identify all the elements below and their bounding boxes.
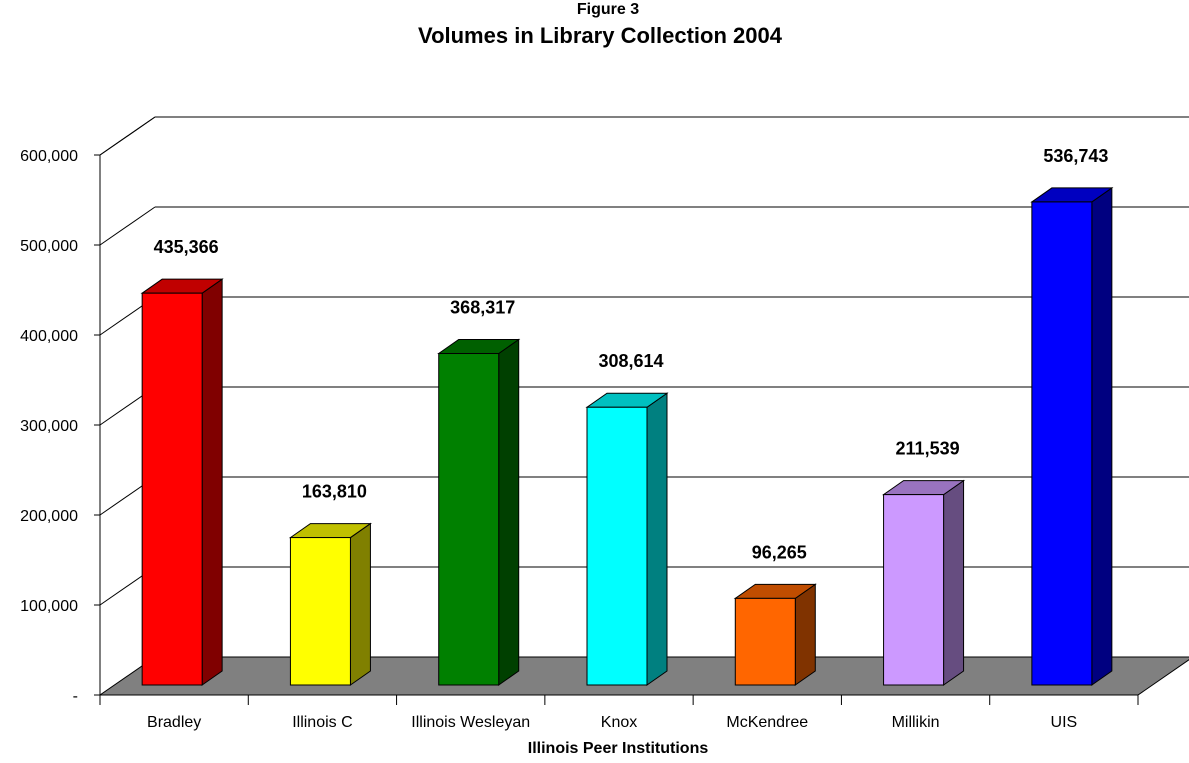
bar-illinois-c xyxy=(288,522,373,686)
bar-side xyxy=(201,278,223,686)
bar-side xyxy=(943,479,965,686)
data-label: 163,810 xyxy=(302,482,367,502)
x-tick-label: McKendree xyxy=(726,714,808,731)
bar-bradley xyxy=(140,278,224,686)
gridline-side xyxy=(99,206,156,246)
bar-front xyxy=(438,353,500,686)
bar-side xyxy=(498,338,520,686)
x-tick-label: UIS xyxy=(1051,714,1078,731)
bar-front xyxy=(1031,201,1093,686)
y-tick-label: 200,000 xyxy=(20,508,78,525)
bar-side xyxy=(794,583,816,686)
data-label: 96,265 xyxy=(752,542,807,562)
y-tick-label: 300,000 xyxy=(20,418,78,435)
y-tick-label: 500,000 xyxy=(20,238,78,255)
bar-knox xyxy=(585,392,669,686)
data-label: 211,539 xyxy=(896,439,960,459)
data-label: 435,366 xyxy=(154,237,219,257)
gridline-side xyxy=(99,116,156,156)
bar-side xyxy=(349,522,371,686)
bar-side xyxy=(1091,186,1113,686)
data-label: 536,743 xyxy=(1043,146,1108,166)
x-tick-label: Bradley xyxy=(147,714,201,731)
bar-front xyxy=(883,494,945,686)
figure-label: Figure 3 xyxy=(577,1,639,18)
y-tick-label: 100,000 xyxy=(20,598,78,615)
bar-mckendree xyxy=(733,583,817,686)
y-tick-label: - xyxy=(73,688,78,705)
chart-title: Volumes in Library Collection 2004 xyxy=(418,23,783,48)
y-tick-label: 600,000 xyxy=(20,148,78,165)
data-label: 368,317 xyxy=(450,298,515,318)
bar-front xyxy=(289,537,351,686)
bar-front xyxy=(141,292,203,686)
y-tick-label: 400,000 xyxy=(20,328,78,345)
x-tick-label: Millikin xyxy=(892,714,940,731)
x-axis-title: Illinois Peer Institutions xyxy=(528,740,709,757)
x-tick-label: Illinois Wesleyan xyxy=(411,714,530,731)
bar-front xyxy=(586,406,648,686)
x-tick-label: Knox xyxy=(601,714,637,731)
data-labels: 435,366 163,810 368,317 308,614 96,265 211,53… xyxy=(154,146,1109,562)
bar-uis xyxy=(1030,186,1114,686)
x-axis: Bradley Illinois C Illinois Wesleyan Knox Mc… xyxy=(99,694,1139,731)
data-label: 308,614 xyxy=(598,351,663,371)
bar-side xyxy=(646,392,668,686)
bar-millikin xyxy=(881,479,966,686)
x-tick-label: Illinois C xyxy=(292,714,352,731)
y-axis: - 100,000 200,000 300,000 400,000 500,000 600,… xyxy=(20,148,100,705)
bar-illinois-wesleyan xyxy=(437,338,521,686)
bars xyxy=(140,186,1114,686)
bar-front xyxy=(734,597,796,686)
